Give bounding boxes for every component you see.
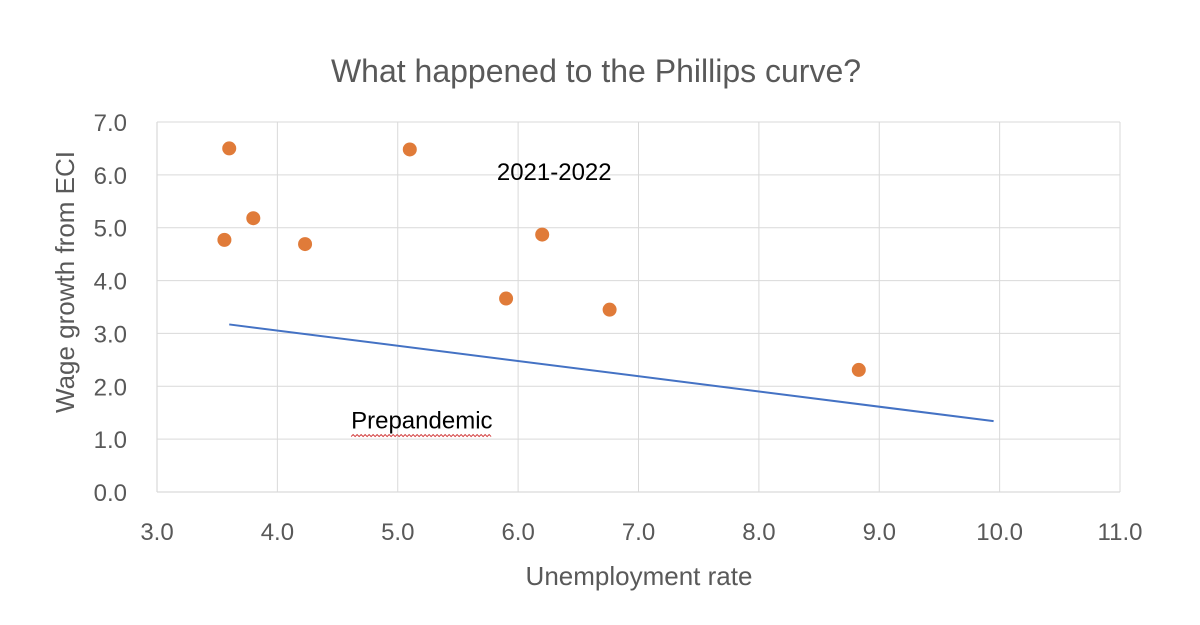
scatter-point — [602, 302, 617, 317]
x-tick-label: 7.0 — [622, 519, 655, 546]
scatter-point — [222, 141, 237, 156]
annotation-label: Prepandemic — [351, 408, 492, 435]
y-tick-label: 0.0 — [94, 480, 127, 507]
y-tick-labels: 0.0 1.0 2.0 3.0 4.0 5.0 6.0 7.0 — [94, 110, 127, 507]
axes — [156, 122, 1120, 493]
gridlines — [157, 121, 1121, 492]
annotations: 2021-2022 Prepandemic — [350, 159, 612, 438]
x-tick-label: 6.0 — [501, 519, 534, 546]
y-tick-label: 4.0 — [94, 269, 127, 296]
y-tick-label: 3.0 — [94, 321, 127, 348]
x-tick-label: 11.0 — [1098, 519, 1143, 546]
scatter-point — [499, 291, 514, 306]
prepandemic-trend-line — [229, 323, 994, 423]
y-tick-label: 2.0 — [94, 374, 127, 401]
x-tick-label: 10.0 — [976, 519, 1023, 546]
scatter-point — [535, 227, 550, 242]
x-tick-label: 9.0 — [863, 519, 896, 546]
x-tick-labels: 3.0 4.0 5.0 6.0 7.0 8.0 9.0 10.0 11.0 — [140, 519, 1142, 546]
x-tick-label: 3.0 — [140, 519, 173, 546]
x-axis-title: Unemployment rate — [526, 561, 753, 591]
series — [217, 141, 994, 423]
x-tick-label: 5.0 — [381, 519, 414, 546]
x-tick-label: 8.0 — [742, 519, 775, 546]
y-tick-label: 7.0 — [94, 110, 127, 137]
scatter-point — [246, 211, 261, 226]
scatter-point — [851, 362, 866, 377]
y-tick-label: 1.0 — [94, 427, 127, 454]
spellcheck-underline — [350, 433, 492, 438]
scatter-point — [402, 142, 417, 157]
scatter-point — [298, 237, 313, 252]
y-axis-title: Wage growth from ECI — [50, 151, 80, 413]
scatter-point — [217, 232, 232, 247]
chart-title: What happened to the Phillips curve? — [331, 53, 861, 89]
annotation-label: 2021-2022 — [497, 159, 612, 186]
y-tick-label: 5.0 — [94, 216, 127, 243]
y-tick-label: 6.0 — [94, 163, 127, 190]
x-tick-label: 4.0 — [261, 519, 294, 546]
